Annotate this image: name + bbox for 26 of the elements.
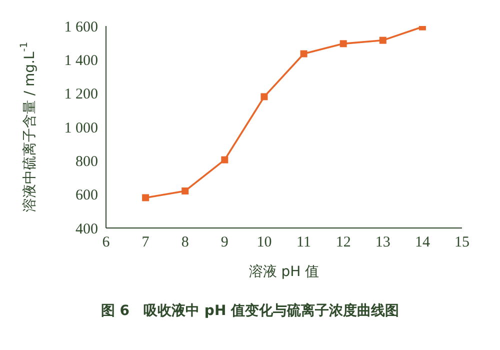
point bbox=[340, 40, 347, 48]
point bbox=[221, 156, 228, 164]
x-tick-label: 12 bbox=[336, 234, 351, 251]
x-tick-label: 7 bbox=[142, 234, 150, 251]
y-tick-label: 1 600 bbox=[64, 19, 98, 36]
x-tick-label: 6 bbox=[102, 234, 110, 251]
x-tick-label: 10 bbox=[256, 234, 272, 251]
x-axis-title: 溶液 pH 值 bbox=[248, 264, 320, 280]
point bbox=[142, 194, 150, 202]
y-tick-label: 400 bbox=[76, 221, 98, 238]
point bbox=[300, 50, 308, 58]
text: 图 6 吸收液中 pH 值变化与硫离子浓度曲线图 bbox=[100, 302, 400, 320]
x-tick-label: 14 bbox=[414, 234, 430, 251]
x-tick-label: 13 bbox=[375, 234, 390, 251]
x-tick-label: 9 bbox=[220, 234, 228, 251]
point bbox=[182, 187, 189, 194]
y-tick-label: 1 400 bbox=[64, 52, 98, 69]
x-tick-label: 15 bbox=[454, 234, 470, 251]
y-tick-label: 800 bbox=[76, 154, 98, 170]
point bbox=[379, 36, 386, 44]
x-tick-label: 8 bbox=[181, 234, 189, 251]
y-tick-label: 1 000 bbox=[64, 120, 98, 136]
x-tick-label: 11 bbox=[296, 234, 312, 251]
point bbox=[260, 93, 268, 100]
y-tick-label: 600 bbox=[76, 188, 98, 204]
y-tick-label: 1 200 bbox=[64, 86, 98, 103]
